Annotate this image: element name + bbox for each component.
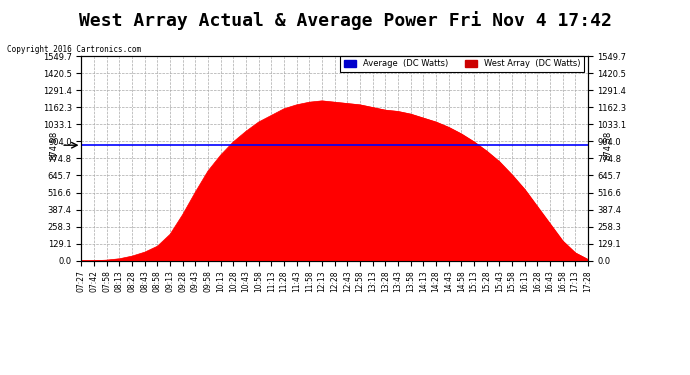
Text: 874.58: 874.58 [49, 130, 58, 160]
Text: West Array Actual & Average Power Fri Nov 4 17:42: West Array Actual & Average Power Fri No… [79, 11, 611, 30]
Text: 874.58: 874.58 [604, 130, 613, 160]
Legend: Average  (DC Watts), West Array  (DC Watts): Average (DC Watts), West Array (DC Watts… [340, 56, 584, 72]
Text: Copyright 2016 Cartronics.com: Copyright 2016 Cartronics.com [7, 45, 141, 54]
